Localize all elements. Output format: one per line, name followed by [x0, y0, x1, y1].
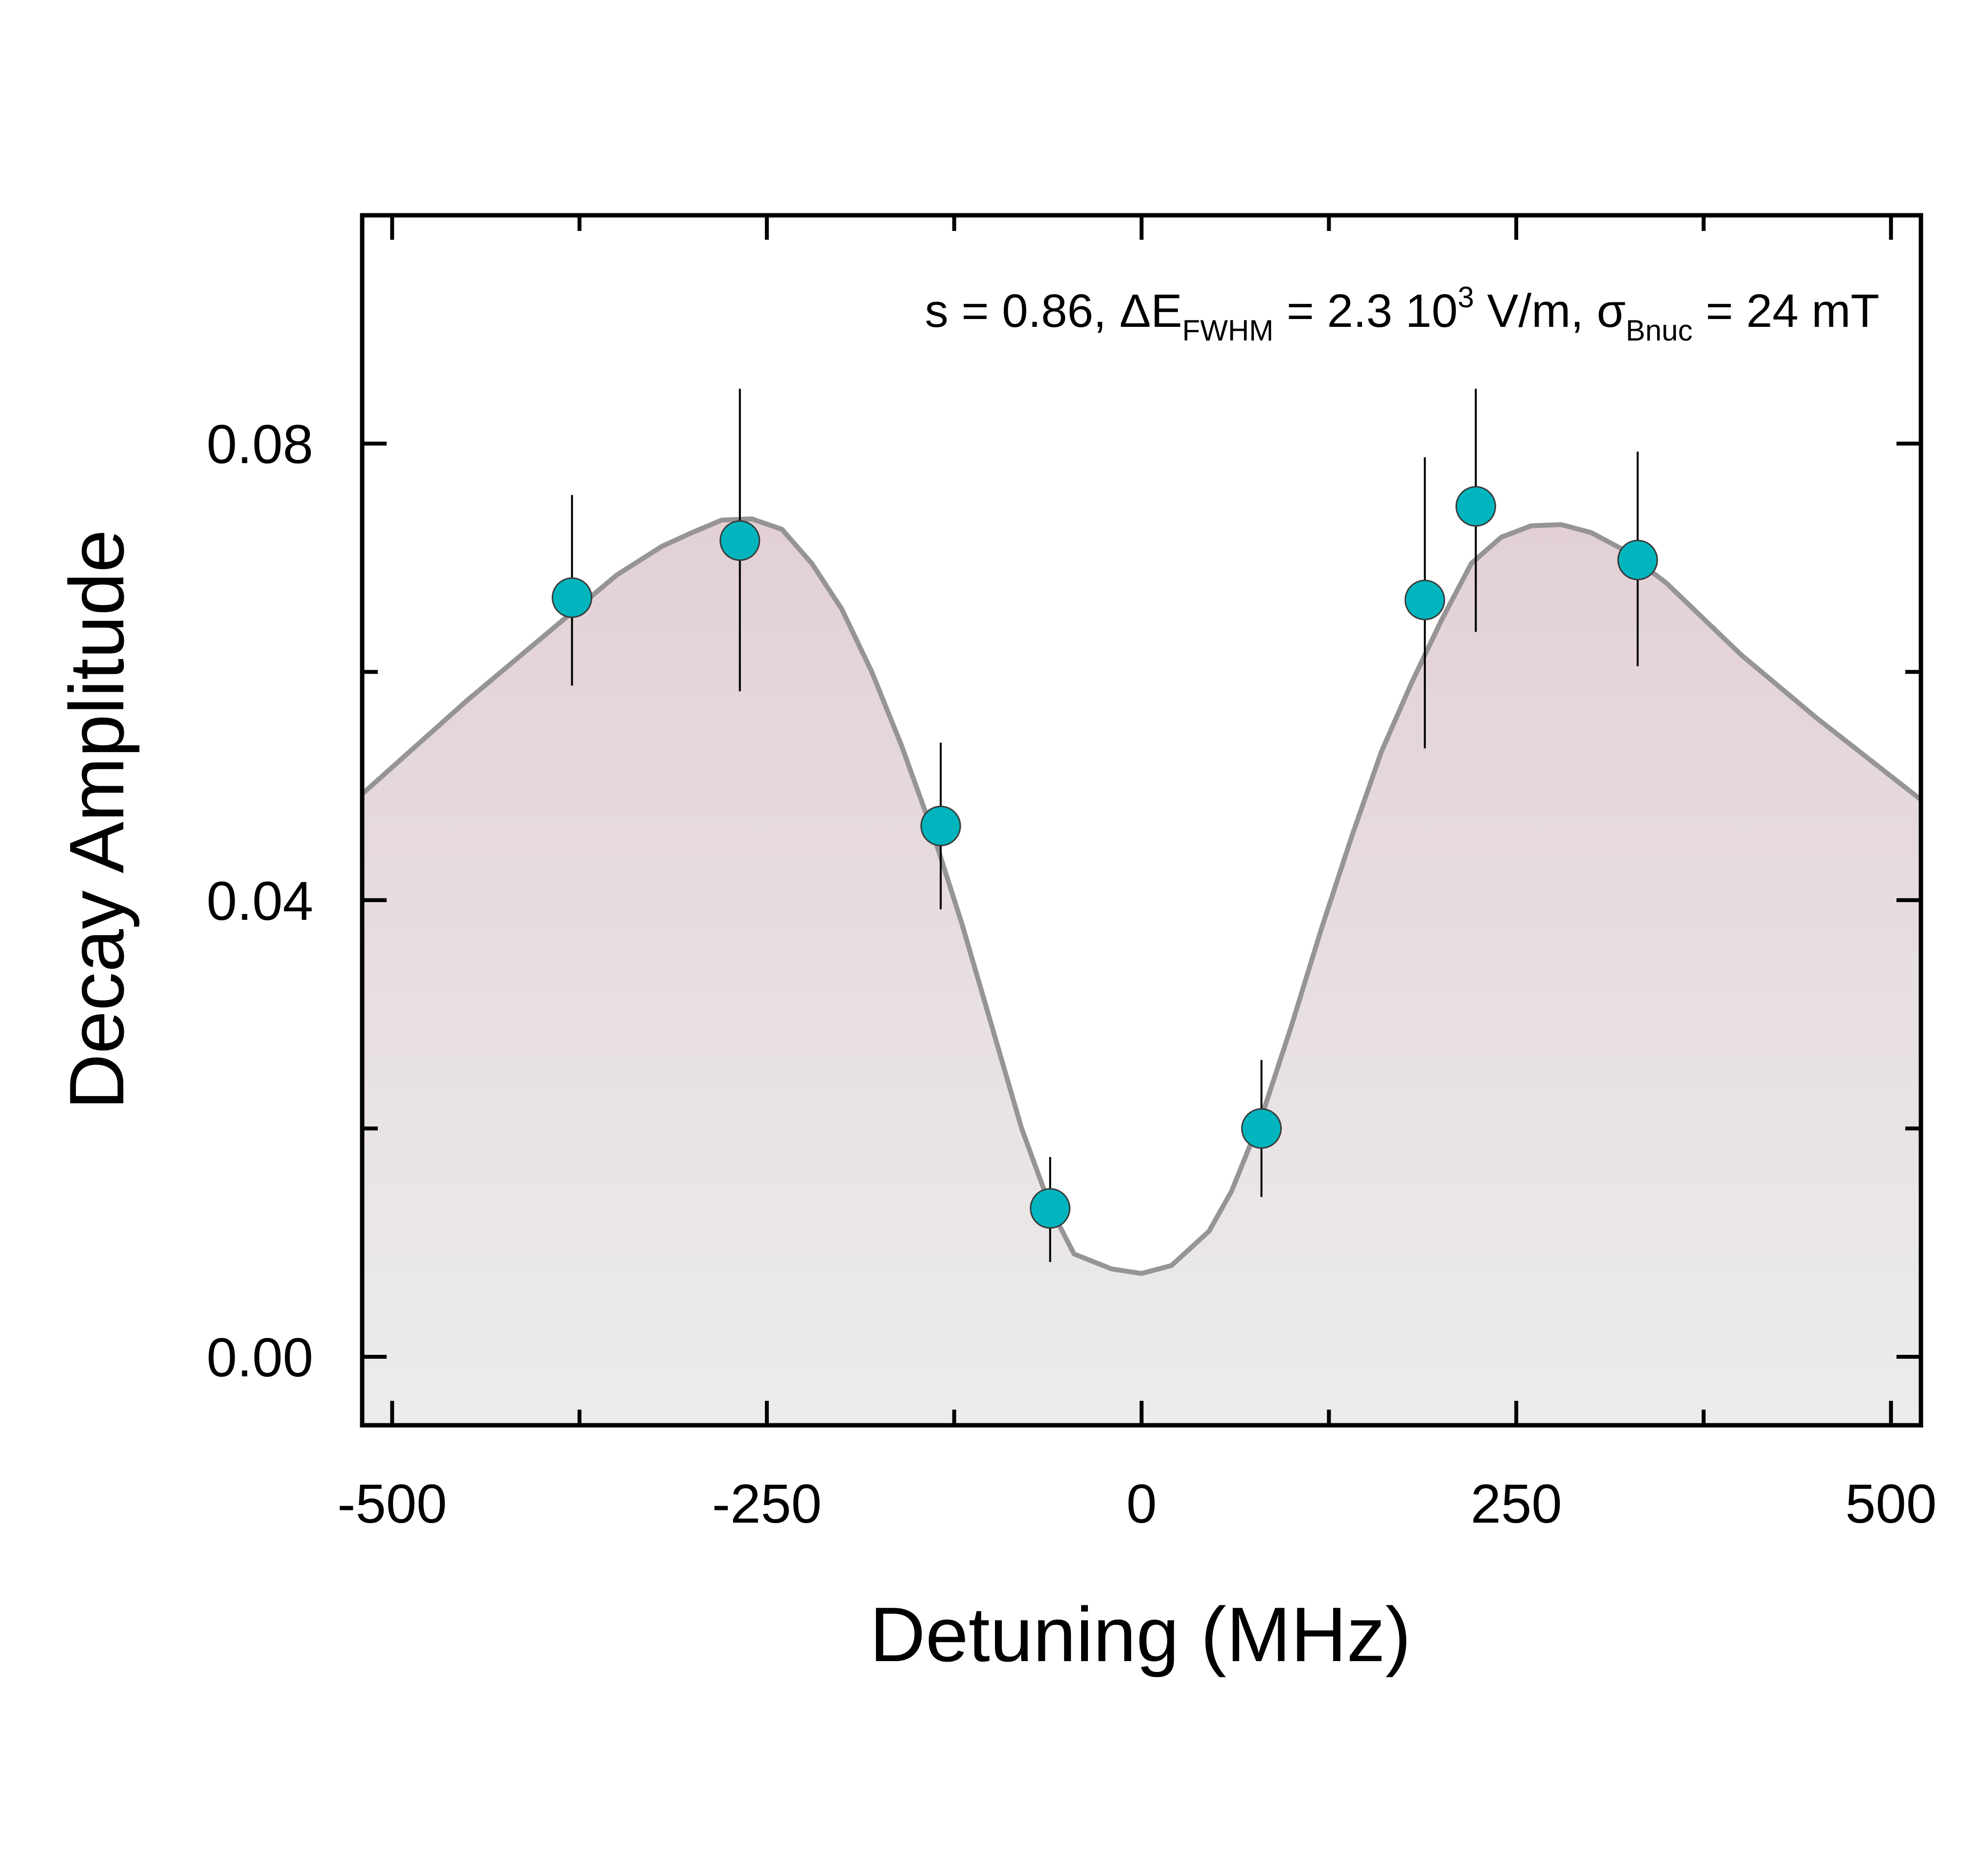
plot-area — [362, 516, 1921, 1425]
y-tick-label: 0.04 — [207, 870, 313, 932]
fit-curve — [362, 516, 1921, 1276]
annot-b: = 24 mT — [1693, 285, 1879, 337]
annot-unit: V/m, — [1474, 285, 1597, 337]
data-point — [719, 520, 761, 561]
y-tick-labels: 0.00 0.04 0.08 — [207, 414, 313, 1388]
x-axis-title: Detuning (MHz) — [870, 1592, 1411, 1678]
annot-s: s = 0.86, — [925, 285, 1120, 337]
data-point — [1030, 1188, 1071, 1229]
data-point — [1455, 486, 1496, 527]
data-point — [920, 805, 961, 846]
annot-e-sup: 3 — [1457, 281, 1474, 314]
annot-delta: ΔE — [1119, 285, 1182, 337]
x-tick-label: 500 — [1845, 1473, 1937, 1534]
data-point — [1617, 540, 1658, 581]
x-tick-label: 0 — [1126, 1473, 1156, 1534]
fit-curve-fill — [362, 519, 1921, 1425]
y-axis-title: Decay Amplitude — [54, 529, 140, 1110]
annot-sigma-sub: Bnuc — [1626, 314, 1693, 347]
data-points — [552, 486, 1658, 1229]
axis-ticks — [362, 215, 1921, 1425]
data-point — [552, 577, 593, 618]
data-point — [1241, 1108, 1282, 1149]
data-point — [1404, 579, 1445, 620]
y-tick-label: 0.08 — [207, 414, 313, 475]
annot-sigma: σ — [1597, 285, 1626, 337]
x-tick-label: -250 — [712, 1473, 822, 1534]
annot-e: = 2.3 10 — [1273, 285, 1457, 337]
x-tick-label: -500 — [337, 1473, 447, 1534]
fit-parameters-annotation: s = 0.86, ΔEFWHM = 2.3 103 V/m, σBnuc = … — [925, 281, 1879, 347]
y-tick-label: 0.00 — [207, 1327, 313, 1388]
plot-frame — [360, 213, 1923, 1428]
x-tick-labels: -500 -250 0 250 500 — [337, 1473, 1937, 1534]
annot-delta-sub: FWHM — [1182, 314, 1274, 347]
x-tick-label: 250 — [1471, 1473, 1562, 1534]
